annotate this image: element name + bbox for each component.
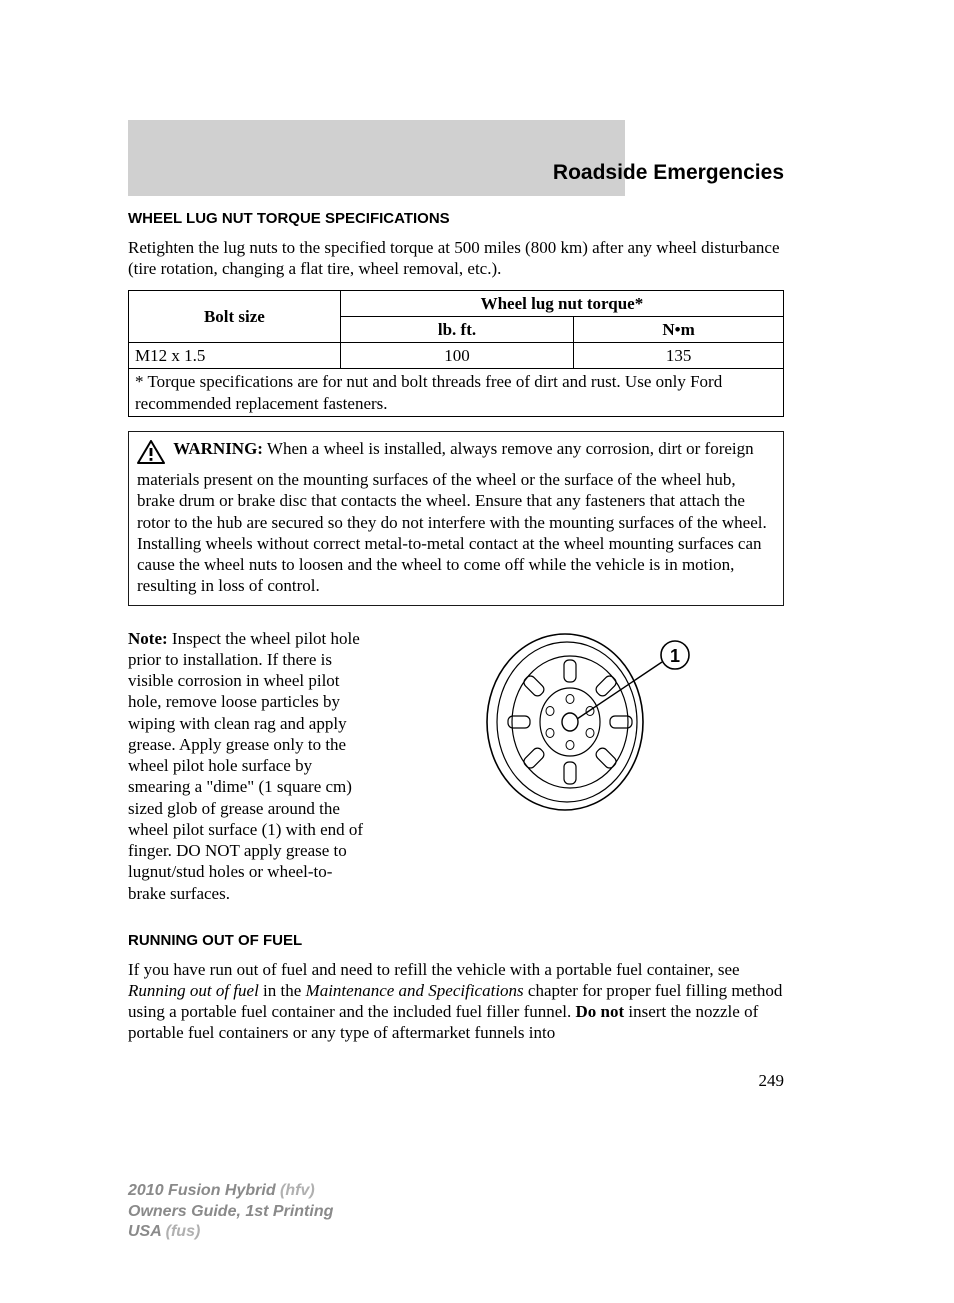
- table-row: Bolt size Wheel lug nut torque*: [129, 290, 784, 316]
- fuel-text-pre: If you have run out of fuel and need to …: [128, 960, 740, 979]
- page-number: 249: [128, 1070, 784, 1091]
- table-footnote: * Torque specifications are for nut and …: [129, 369, 784, 417]
- table-row: M12 x 1.5 100 135: [129, 343, 784, 369]
- footer-region: USA: [128, 1223, 166, 1240]
- heading-running-out-of-fuel: RUNNING OUT OF FUEL: [128, 932, 784, 951]
- footer-model: 2010 Fusion Hybrid: [128, 1182, 280, 1199]
- note-paragraph: Note: Inspect the wheel pilot hole prior…: [128, 628, 368, 904]
- fuel-ref-maintenance-specs: Maintenance and Specifications: [306, 981, 524, 1000]
- footer: 2010 Fusion Hybrid (hfv) Owners Guide, 1…: [128, 1181, 784, 1243]
- fuel-text-mid1: in the: [259, 981, 306, 1000]
- note-text: Inspect the wheel pilot hole prior to in…: [128, 629, 363, 903]
- fuel-paragraph: If you have run out of fuel and need to …: [128, 959, 784, 1044]
- warning-icon: [137, 440, 165, 469]
- col-header-bolt-size: Bolt size: [129, 290, 341, 343]
- col-header-lbft: lb. ft.: [340, 316, 573, 342]
- fuel-ref-running-out: Running out of fuel: [128, 981, 259, 1000]
- note-label: Note:: [128, 629, 168, 648]
- heading-lugnut-torque: WHEEL LUG NUT TORQUE SPECIFICATIONS: [128, 210, 784, 229]
- col-header-torque: Wheel lug nut torque*: [340, 290, 783, 316]
- footer-region-code: (fus): [166, 1223, 201, 1240]
- intro-paragraph: Retighten the lug nuts to the specified …: [128, 237, 784, 280]
- table-row: * Torque specifications are for nut and …: [129, 369, 784, 417]
- callout-number: 1: [670, 646, 680, 666]
- col-header-nm: N•m: [574, 316, 784, 342]
- footer-guide: Owners Guide, 1st Printing: [128, 1202, 784, 1223]
- fuel-do-not: Do not: [576, 1002, 625, 1021]
- wheel-diagram: 1: [470, 622, 700, 822]
- footer-model-code: (hfv): [280, 1182, 315, 1199]
- cell-nm: 135: [574, 343, 784, 369]
- cell-bolt-size: M12 x 1.5: [129, 343, 341, 369]
- warning-box: WARNING: When a wheel is installed, alwa…: [128, 431, 784, 606]
- warning-text: When a wheel is installed, always remove…: [137, 439, 767, 596]
- section-title: Roadside Emergencies: [128, 120, 784, 186]
- warning-label: WARNING:: [173, 439, 263, 458]
- torque-spec-table: Bolt size Wheel lug nut torque* lb. ft. …: [128, 290, 784, 417]
- cell-lbft: 100: [340, 343, 573, 369]
